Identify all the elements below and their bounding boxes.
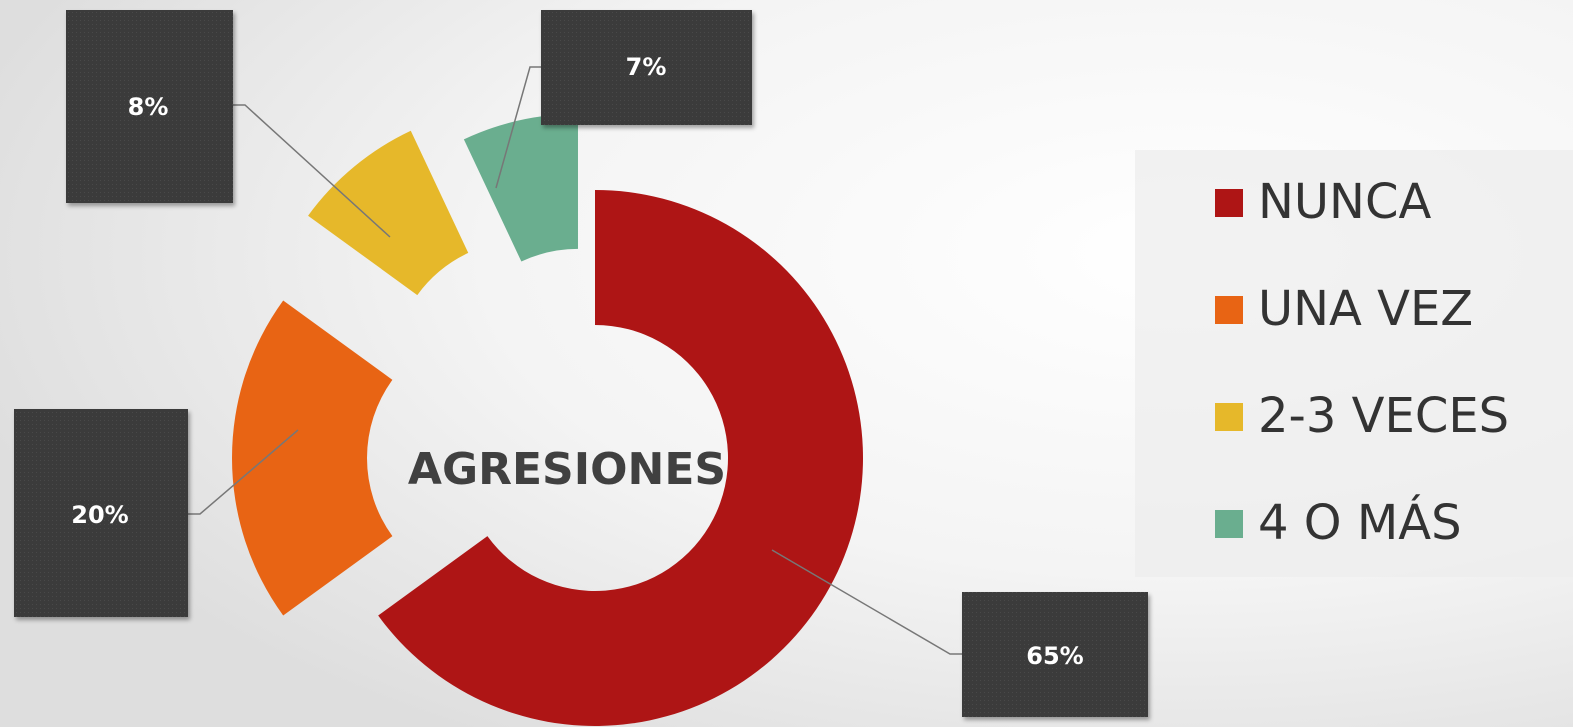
label-box bbox=[962, 592, 1148, 717]
slice bbox=[232, 300, 393, 616]
chart-title: AGRESIONES bbox=[408, 444, 726, 495]
label-box bbox=[541, 10, 752, 125]
legend-swatch bbox=[1215, 189, 1243, 217]
legend-label: 4 O MÁS bbox=[1258, 494, 1462, 551]
leader-line bbox=[771, 549, 962, 655]
data-label: 7% bbox=[626, 53, 667, 81]
legend-label: NUNCA bbox=[1258, 174, 1431, 230]
leader-line bbox=[233, 104, 391, 238]
legend-label: 2-3 VECES bbox=[1258, 388, 1509, 444]
slice bbox=[378, 190, 863, 726]
label-box bbox=[66, 10, 233, 203]
legend-label: UNA VEZ bbox=[1258, 281, 1473, 337]
legend-swatch bbox=[1215, 296, 1243, 324]
data-label: 8% bbox=[128, 93, 169, 121]
leader-line bbox=[495, 66, 541, 189]
legend-swatch bbox=[1215, 510, 1243, 538]
data-label: 65% bbox=[1026, 642, 1083, 670]
legend-panel bbox=[1135, 150, 1573, 577]
data-label: 20% bbox=[71, 501, 128, 529]
slice bbox=[463, 113, 578, 262]
leader-line bbox=[188, 429, 299, 515]
slice bbox=[308, 130, 469, 296]
label-box bbox=[14, 409, 188, 617]
legend-swatch bbox=[1215, 403, 1243, 431]
